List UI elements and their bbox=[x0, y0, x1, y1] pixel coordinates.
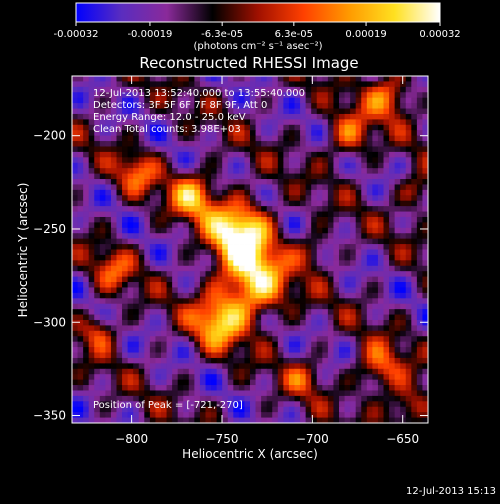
axis-ticks: −800 −750 −700 −650 −200 −250 −300 −350 bbox=[33, 76, 428, 446]
x-tick-label: −750 bbox=[206, 432, 239, 446]
colorbar-tick-label: 0.00032 bbox=[419, 29, 460, 40]
x-axis-label: Heliocentric X (arcsec) bbox=[182, 447, 318, 461]
x-tick-label: −800 bbox=[115, 432, 148, 446]
colorbar-tick-label: -0.00032 bbox=[54, 29, 99, 40]
colorbar-tick-label: -6.3e-05 bbox=[201, 29, 243, 40]
y-tick-label: −300 bbox=[33, 315, 66, 329]
y-axis-label: Heliocentric Y (arcsec) bbox=[16, 183, 30, 318]
y-tick-label: −250 bbox=[33, 222, 66, 236]
annotation-detectors: Detectors: 3F 5F 6F 7F 8F 9F, Att 0 bbox=[93, 100, 267, 111]
plot-area: −800 −750 −700 −650 −200 −250 −300 −350 12-Jul-… bbox=[33, 75, 429, 446]
y-tick-label: −200 bbox=[33, 129, 66, 143]
y-tick-label: −350 bbox=[33, 409, 66, 423]
colorbar: -0.00032 -0.00019 -6.3e-05 6.3e-05 0.00019 0.… bbox=[54, 2, 461, 52]
footer-timestamp: 12-Jul-2013 15:13 bbox=[406, 486, 496, 497]
annotation-time-range: 12-Jul-2013 13:52:40.000 to 13:55:40.000 bbox=[93, 88, 305, 99]
colorbar-tick-label: 6.3e-05 bbox=[275, 29, 313, 40]
chart-title: Reconstructed RHESSI Image bbox=[139, 54, 358, 72]
annotation-energy-range: Energy Range: 12.0 - 25.0 keV bbox=[93, 112, 246, 123]
colorbar-units-label: (photons cm⁻² s⁻¹ asec⁻²) bbox=[193, 41, 322, 52]
heatmap-image bbox=[72, 76, 429, 424]
annotation-block: 12-Jul-2013 13:52:40.000 to 13:55:40.000… bbox=[93, 88, 305, 135]
annotation-clean-counts: Clean Total counts: 3.98E+03 bbox=[93, 124, 241, 135]
peak-position-label: Position of Peak = [-721,-270] bbox=[93, 400, 243, 411]
colorbar-gradient bbox=[75, 2, 441, 23]
x-tick-label: −650 bbox=[386, 432, 419, 446]
colorbar-tick-label: -0.00019 bbox=[127, 29, 172, 40]
x-tick-label: −700 bbox=[296, 432, 329, 446]
colorbar-ticks: -0.00032 -0.00019 -6.3e-05 6.3e-05 0.00019 0.… bbox=[54, 22, 461, 40]
colorbar-tick-label: 0.00019 bbox=[345, 29, 386, 40]
plot-frame bbox=[71, 75, 429, 424]
